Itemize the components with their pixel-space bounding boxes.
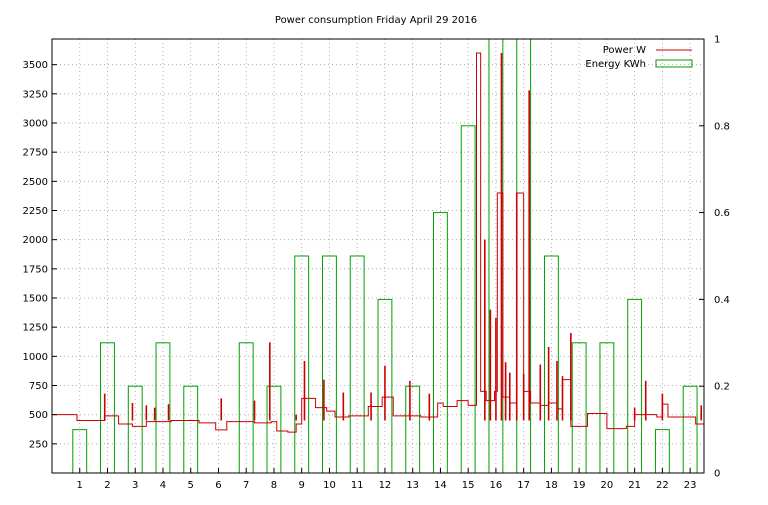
x-tick-label: 12 (379, 480, 392, 491)
x-tick-label: 22 (656, 480, 669, 491)
x-tick-label: 11 (351, 480, 364, 491)
x-tick-label: 9 (299, 480, 305, 491)
axes: 2505007501000125015001750200022502500275… (23, 35, 730, 492)
y-left-tick-label: 1500 (23, 294, 48, 305)
x-tick-label: 18 (545, 480, 558, 491)
plot-frame (51, 38, 705, 474)
y-left-tick-label: 750 (29, 381, 48, 392)
y-left-tick-label: 2250 (23, 206, 48, 217)
x-tick-label: 23 (684, 480, 697, 491)
y-right-tick-label: 0 (714, 469, 720, 480)
y-left-tick-label: 2750 (23, 148, 48, 159)
power-step-line (52, 52, 705, 433)
x-tick-label: 20 (601, 480, 614, 491)
x-tick-label: 8 (271, 480, 277, 491)
y-left-tick-label: 1750 (23, 264, 48, 275)
y-left-tick-label: 500 (29, 410, 48, 421)
x-tick-label: 13 (406, 480, 419, 491)
energy-bar (322, 255, 337, 474)
x-tick-label: 21 (628, 480, 641, 491)
energy-bar (349, 255, 365, 474)
x-tick-label: 17 (517, 480, 530, 491)
x-tick-label: 3 (132, 480, 138, 491)
x-tick-label: 2 (104, 480, 110, 491)
x-tick-label: 16 (490, 480, 503, 491)
x-tick-label: 10 (323, 480, 336, 491)
x-tick-label: 19 (573, 480, 586, 491)
x-tick-label: 14 (434, 480, 447, 491)
y-left-tick-label: 250 (29, 439, 48, 450)
y-left-tick-label: 1000 (23, 352, 48, 363)
x-tick-label: 7 (243, 480, 249, 491)
y-right-tick-label: 0.6 (714, 208, 730, 219)
y-left-tick-label: 3000 (23, 119, 48, 130)
x-tick-label: 15 (462, 480, 475, 491)
y-left-tick-label: 3250 (23, 89, 48, 100)
y-right-tick-label: 0.2 (714, 382, 730, 393)
chart-title: Power consumption Friday April 29 2016 (275, 15, 477, 26)
x-tick-label: 4 (160, 480, 166, 491)
x-tick-label: 5 (188, 480, 194, 491)
y-left-tick-label: 2000 (23, 235, 48, 246)
legend: Power W Energy KWh (585, 45, 693, 70)
energy-bar (294, 255, 310, 474)
legend-label-power: Power W (603, 45, 646, 56)
x-tick-label: 1 (77, 480, 83, 491)
y-left-tick-label: 2500 (23, 177, 48, 188)
y-right-tick-label: 1 (714, 35, 720, 46)
legend-label-energy: Energy KWh (585, 59, 646, 70)
x-tick-label: 6 (215, 480, 221, 491)
y-right-tick-label: 0.8 (714, 121, 730, 132)
energy-bar (627, 298, 643, 474)
y-right-tick-label: 0.4 (714, 295, 730, 306)
y-left-tick-label: 3500 (23, 60, 48, 71)
y-left-tick-label: 1250 (23, 323, 48, 334)
legend-swatch-energy (655, 59, 693, 68)
power-line (52, 52, 705, 433)
